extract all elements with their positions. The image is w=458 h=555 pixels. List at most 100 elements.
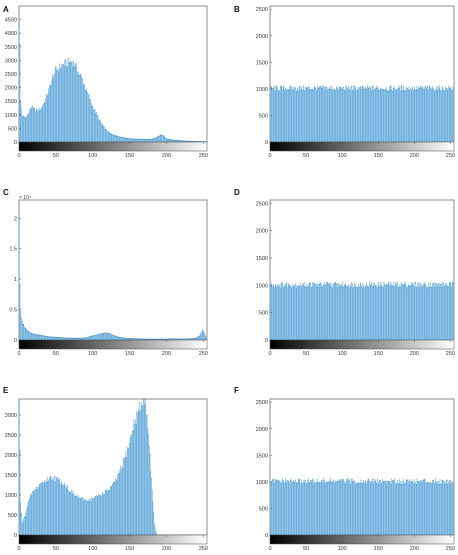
histogram-bar-cap	[154, 523, 155, 525]
histogram-bar-cap	[314, 86, 316, 88]
histogram-bar-cap	[139, 402, 141, 403]
histogram-bar-cap	[278, 480, 280, 482]
histogram-bar	[408, 89, 409, 142]
y-tick-label: 1000	[5, 493, 17, 499]
histogram-bar-cap	[125, 337, 127, 339]
histogram-bar-cap	[315, 483, 316, 484]
histogram-bar-cap	[137, 338, 139, 340]
histogram-bar-cap	[25, 513, 27, 514]
histogram-bar-cap	[153, 138, 154, 139]
histogram-bar-cap	[90, 500, 92, 502]
histogram-bar-cap	[372, 478, 374, 480]
histogram-bar	[345, 285, 347, 340]
histogram-bar	[310, 89, 311, 142]
histogram-bar-cap	[73, 337, 74, 339]
histogram-bar	[151, 477, 152, 535]
histogram-bar	[428, 483, 430, 535]
histogram-bar-cap	[316, 88, 318, 90]
histogram-bar-cap	[104, 490, 106, 492]
histogram-bar	[137, 338, 138, 340]
y-tick-label: 1000	[256, 480, 268, 486]
histogram-bar	[35, 334, 37, 340]
histogram-bar-cap	[135, 138, 136, 140]
histogram-bar-cap	[78, 72, 80, 74]
histogram-bar	[39, 484, 41, 535]
histogram-bar-cap	[391, 478, 393, 480]
histogram-bar-cap	[77, 337, 79, 339]
histogram-bar-cap	[341, 284, 342, 286]
histogram-bar-cap	[19, 450, 21, 451]
histogram-bar-cap	[415, 282, 416, 283]
histogram-bar-cap	[346, 479, 347, 480]
histogram-bar-cap	[101, 123, 102, 125]
histogram-bar	[53, 336, 55, 340]
histogram-bar	[130, 138, 132, 142]
histogram-bar	[316, 88, 318, 142]
histogram-bar	[380, 282, 382, 340]
histogram-bar	[451, 90, 452, 142]
histogram-bar-cap	[397, 282, 398, 284]
histogram-bar-cap	[78, 337, 80, 339]
histogram-bar-cap	[151, 477, 152, 479]
histogram-bar-cap	[21, 108, 22, 110]
histogram-bar-cap	[331, 481, 333, 483]
histogram-bar-cap	[411, 88, 413, 90]
histogram-bar	[359, 86, 361, 142]
histogram-bar	[443, 283, 444, 340]
histogram-bar	[31, 108, 33, 142]
histogram-bar	[397, 480, 398, 535]
histogram-bar	[173, 338, 174, 340]
histogram-bar-cap	[202, 328, 204, 330]
histogram-bar-cap	[324, 481, 326, 483]
histogram-bar-cap	[429, 287, 431, 289]
histogram-bar-cap	[126, 137, 127, 139]
histogram-bar-cap	[382, 88, 383, 90]
histogram-bar	[90, 99, 91, 142]
histogram-bar	[136, 138, 138, 142]
histogram-bar-cap	[21, 116, 23, 118]
histogram-bar	[367, 481, 368, 535]
histogram-bar-cap	[63, 485, 64, 486]
histogram-bar-cap	[186, 140, 188, 142]
histogram-bar-cap	[374, 88, 376, 90]
histogram-bar-cap	[113, 135, 115, 136]
histogram-bar	[172, 139, 174, 142]
histogram-bar	[298, 87, 300, 142]
histogram-bar-cap	[161, 338, 163, 340]
histogram-bar-cap	[121, 337, 123, 339]
histogram-bar-cap	[333, 483, 335, 485]
x-tick-label: 100	[88, 351, 97, 357]
histogram-bar-cap	[364, 89, 365, 91]
histogram-bar	[63, 337, 64, 340]
histogram-bar-cap	[369, 480, 370, 482]
histogram-bar-cap	[313, 89, 314, 91]
histogram-bar-cap	[170, 139, 171, 140]
histogram-bar	[74, 496, 75, 535]
histogram-bar	[321, 480, 323, 535]
histogram-bar	[446, 88, 447, 142]
histogram-bar-cap	[377, 284, 379, 286]
histogram-bar-cap	[151, 338, 152, 340]
histogram-bar	[79, 337, 80, 340]
histogram-bar	[295, 482, 297, 535]
histogram-bar	[60, 67, 62, 142]
histogram-bar	[337, 481, 339, 535]
histogram-bar-cap	[54, 476, 55, 477]
histogram-bar-cap	[280, 85, 282, 87]
y-tick-label: 0	[14, 140, 17, 146]
histogram-bar	[104, 490, 106, 535]
histogram-bar	[300, 89, 301, 142]
histogram-bar	[140, 402, 142, 535]
histogram-bar	[110, 133, 111, 142]
histogram-bar-cap	[129, 442, 130, 444]
histogram-bar	[84, 500, 85, 535]
histogram-bar-cap	[290, 479, 291, 481]
histogram-bar	[135, 138, 137, 142]
histogram-bar-cap	[364, 482, 365, 483]
histogram-bar	[116, 135, 118, 142]
histogram-bar-cap	[100, 122, 102, 124]
histogram-bar	[285, 285, 286, 340]
histogram-bar	[290, 85, 292, 142]
histogram-bar-cap	[94, 335, 96, 337]
histogram-bar	[176, 140, 178, 142]
